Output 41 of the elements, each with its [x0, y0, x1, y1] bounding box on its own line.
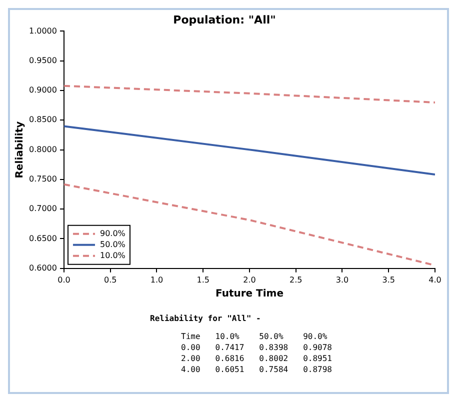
text: Reliability for "All" -	[150, 314, 262, 323]
y-tick-label: 0.8500	[28, 115, 57, 124]
y-tick-label: 0.8000	[28, 144, 57, 154]
y-tick-label: 0.9000	[28, 86, 57, 95]
x-tick-label: 0.5	[104, 275, 117, 284]
x-tick-label: 0.0	[58, 275, 70, 284]
x-tick-label: 1.5	[196, 275, 210, 284]
y-tick-label: 0.6500	[28, 234, 57, 243]
text: 0.9078	[302, 342, 333, 353]
text: 4.00	[180, 364, 202, 375]
text: 0.8398	[258, 342, 290, 353]
text: 50.0%	[259, 332, 284, 341]
text: 90.0%	[303, 332, 328, 341]
text: 0.7584	[258, 364, 290, 375]
legend-label: 50.0%	[100, 240, 126, 249]
x-tick-label: 4.0	[428, 275, 442, 284]
text: 0.6051	[214, 364, 246, 375]
y-tick-label: 1.0000	[28, 26, 57, 36]
x-tick-label: 3.0	[336, 275, 349, 284]
x-tick-label: 2.0	[243, 275, 256, 284]
text: 2.00	[180, 353, 202, 364]
text: Time	[180, 331, 202, 342]
x-tick-label: 3.5	[382, 275, 395, 284]
y-tick-label: 0.6000	[28, 263, 57, 272]
text: 10.0%	[215, 332, 240, 341]
chart-title: Population: "All"	[173, 13, 276, 26]
x-tick-label: 1.0	[150, 275, 164, 284]
y-tick-label: 0.7000	[28, 204, 57, 214]
legend-label: 90.0%	[100, 228, 126, 238]
text: 0.8798	[302, 364, 333, 375]
text: 0.00	[180, 342, 202, 353]
y-tick-label: 0.9500	[28, 56, 57, 65]
text: 0.7417	[214, 342, 246, 353]
text: 0.8002	[258, 353, 290, 364]
text: 0.6816	[214, 353, 246, 364]
x-tick-label: 2.5	[290, 275, 302, 284]
text: 0.8951	[302, 353, 333, 364]
legend-label: 10.0%	[100, 250, 126, 260]
y-axis-title: Reliability	[14, 120, 26, 178]
x-axis-title: Future Time	[215, 288, 284, 300]
y-tick-label: 0.7500	[28, 174, 57, 184]
